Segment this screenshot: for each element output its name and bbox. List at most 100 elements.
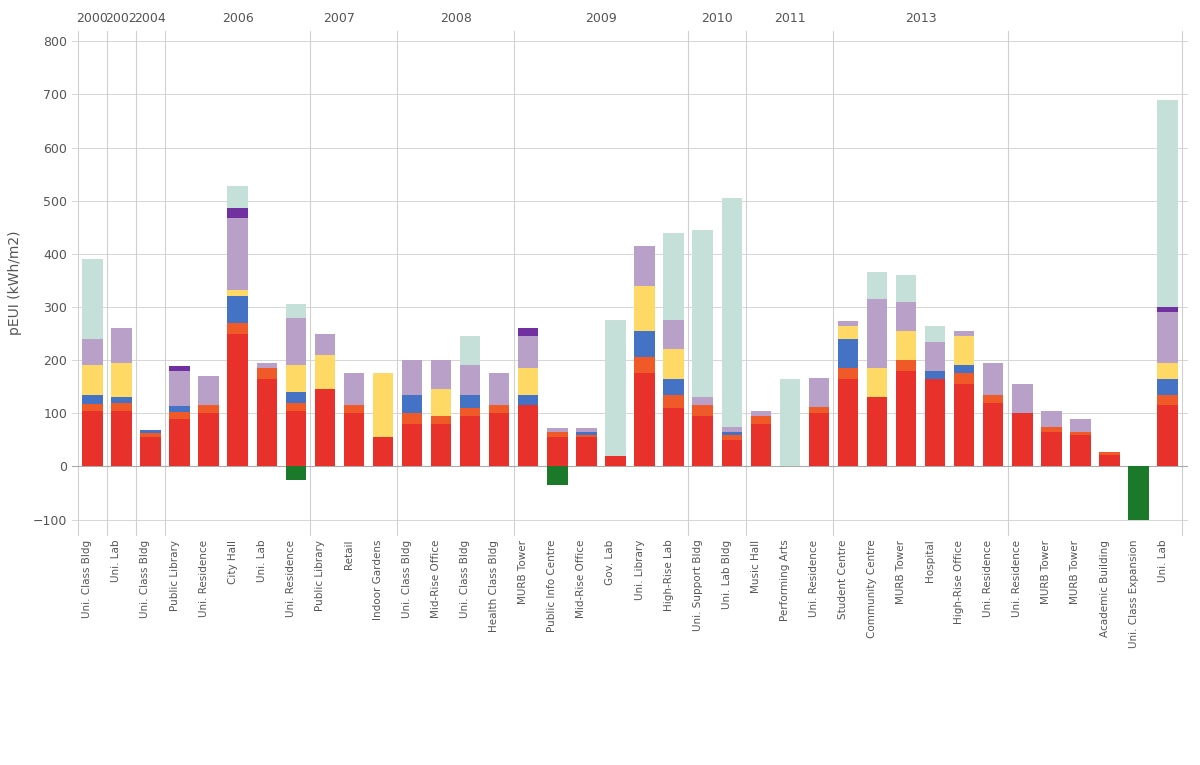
Bar <box>692 405 713 416</box>
Text: 2004: 2004 <box>134 11 167 24</box>
Bar <box>518 336 539 368</box>
Bar <box>692 230 713 397</box>
Bar <box>838 321 858 326</box>
Bar <box>605 321 625 456</box>
Bar <box>112 328 132 363</box>
Bar <box>402 395 422 413</box>
Bar <box>343 373 364 405</box>
Bar <box>431 424 451 467</box>
Text: 2010: 2010 <box>701 11 733 24</box>
Bar <box>721 432 742 435</box>
Bar <box>925 379 946 467</box>
Bar <box>228 207 248 218</box>
Bar <box>576 435 596 437</box>
Bar <box>751 424 770 467</box>
Bar <box>460 336 480 366</box>
Bar <box>228 218 248 290</box>
Bar <box>721 198 742 427</box>
Bar <box>257 363 277 368</box>
Bar <box>1158 405 1178 467</box>
Bar <box>1158 363 1178 379</box>
Bar <box>896 275 917 301</box>
Bar <box>228 187 248 207</box>
Bar <box>635 357 655 373</box>
Bar <box>112 397 132 402</box>
Bar <box>373 437 394 467</box>
Bar <box>314 389 335 467</box>
Bar <box>112 363 132 397</box>
Bar <box>228 323 248 334</box>
Bar <box>664 350 684 379</box>
Bar <box>198 405 218 413</box>
Bar <box>576 432 596 435</box>
Bar <box>751 411 770 416</box>
Text: 2009: 2009 <box>586 11 617 24</box>
Bar <box>198 376 218 405</box>
Bar <box>576 437 596 467</box>
Bar <box>82 339 102 366</box>
Bar <box>169 371 190 405</box>
Bar <box>228 290 248 296</box>
Bar <box>809 413 829 467</box>
Bar <box>809 378 829 407</box>
Bar <box>228 334 248 467</box>
Text: 2013: 2013 <box>905 11 936 24</box>
Bar <box>547 437 568 467</box>
Bar <box>1158 379 1178 395</box>
Bar <box>82 404 102 411</box>
Bar <box>664 321 684 350</box>
Bar <box>780 379 800 467</box>
Bar <box>751 416 770 424</box>
Bar <box>228 296 248 323</box>
Bar <box>547 432 568 437</box>
Bar <box>402 424 422 467</box>
Bar <box>286 402 306 411</box>
Bar <box>866 272 887 299</box>
Bar <box>983 402 1003 467</box>
Bar <box>460 366 480 395</box>
Bar <box>1042 427 1062 432</box>
Bar <box>402 360 422 395</box>
Bar <box>373 373 394 437</box>
Bar <box>169 412 190 418</box>
Bar <box>721 440 742 467</box>
Bar <box>925 341 946 371</box>
Bar <box>692 416 713 467</box>
Text: 2000: 2000 <box>77 11 108 24</box>
Bar <box>286 392 306 402</box>
Bar <box>635 373 655 467</box>
Bar <box>576 428 596 432</box>
Bar <box>721 427 742 432</box>
Bar <box>169 418 190 467</box>
Text: 2007: 2007 <box>324 11 355 24</box>
Bar <box>314 334 335 355</box>
Bar <box>343 405 364 413</box>
Bar <box>343 413 364 467</box>
Bar <box>1042 411 1062 427</box>
Bar <box>866 368 887 397</box>
Bar <box>547 428 568 432</box>
Bar <box>635 285 655 331</box>
Bar <box>954 336 974 366</box>
Bar <box>635 331 655 357</box>
Bar <box>1158 312 1178 363</box>
Bar <box>1042 432 1062 467</box>
Bar <box>1070 418 1091 432</box>
Bar <box>896 331 917 360</box>
Bar <box>838 379 858 467</box>
Bar <box>82 366 102 395</box>
Bar <box>1012 384 1032 413</box>
Bar <box>838 339 858 368</box>
Bar <box>896 301 917 331</box>
Bar <box>286 411 306 467</box>
Y-axis label: pEUI (kWh/m2): pEUI (kWh/m2) <box>7 231 22 335</box>
Bar <box>896 360 917 371</box>
Bar <box>518 368 539 395</box>
Bar <box>954 366 974 373</box>
Bar <box>112 402 132 411</box>
Bar <box>518 405 539 467</box>
Bar <box>169 366 190 371</box>
Bar <box>286 317 306 366</box>
Bar <box>866 299 887 368</box>
Bar <box>925 326 946 341</box>
